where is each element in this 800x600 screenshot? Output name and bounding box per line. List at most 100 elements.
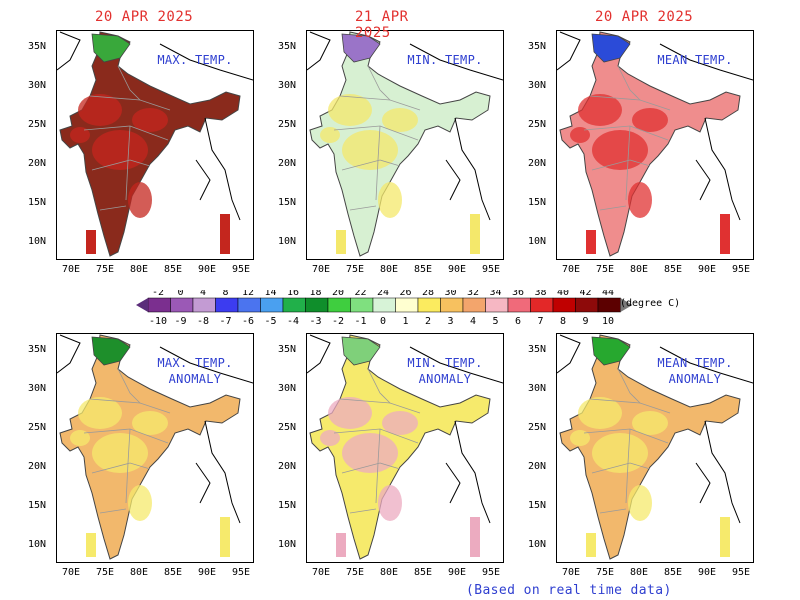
lat-tick: 15N	[528, 500, 547, 511]
lakshadweep-islands	[336, 533, 346, 557]
legend-bar: -2 0 4 8 12 14 16 18 20 22 24 26 28 30 32 34 36 38 40 42 44-…	[136, 290, 633, 327]
legend-swatch	[485, 297, 509, 313]
temperature-region	[92, 130, 148, 170]
legend-top-label: 8	[222, 290, 228, 298]
lon-tick: 70E	[62, 567, 81, 578]
state-boundary	[367, 65, 391, 101]
lon-tick: 90E	[448, 264, 467, 275]
legend-swatch	[372, 297, 396, 313]
lat-tick: 10N	[528, 539, 547, 550]
temperature-region	[578, 94, 622, 126]
legend-bottom-label: 3	[447, 316, 453, 327]
temperature-region	[328, 94, 372, 126]
legend-swatch	[552, 297, 576, 313]
andaman-islands	[720, 517, 730, 557]
lon-tick: 70E	[562, 264, 581, 275]
state-boundary	[341, 159, 401, 171]
temperature-region	[578, 397, 622, 429]
temperature-region	[70, 430, 90, 446]
panel-title-line: MEAN TEMP.	[657, 356, 733, 370]
lat-tick: 20N	[28, 158, 47, 169]
india-map	[57, 31, 253, 257]
panel-title-line: ANOMALY	[668, 372, 722, 386]
legend-bottom-label: -7	[219, 316, 231, 327]
legend-swatch	[282, 297, 306, 313]
lat-tick: 10N	[528, 236, 547, 247]
border-line	[454, 117, 491, 221]
legend-top-label: 40	[557, 290, 569, 298]
panel-date: 21 APR 2025	[355, 9, 409, 41]
lon-tick: 95E	[232, 264, 251, 275]
state-boundary	[591, 159, 651, 171]
lat-tick: 25N	[278, 422, 297, 433]
temperature-region	[382, 411, 418, 435]
northern-region	[341, 33, 381, 63]
state-boundary	[341, 462, 401, 474]
legend-bottom-label: 4	[470, 316, 476, 327]
temperature-region	[592, 130, 648, 170]
state-boundary	[99, 508, 127, 514]
border-line	[57, 334, 81, 374]
legend-swatch	[417, 297, 441, 313]
lon-tick: 70E	[62, 264, 81, 275]
legend-top-label: 4	[200, 290, 206, 298]
legend-swatch	[327, 297, 351, 313]
lakshadweep-islands	[336, 230, 346, 254]
legend-top-label: 0	[177, 290, 183, 298]
lat-tick: 35N	[278, 41, 297, 52]
state-boundary	[99, 205, 127, 211]
lon-tick: 95E	[482, 567, 501, 578]
andaman-islands	[470, 517, 480, 557]
legend-swatch	[305, 297, 329, 313]
legend-bottom-label: 7	[537, 316, 543, 327]
footnote: (Based on real time data)	[466, 583, 672, 598]
legend-bottom-label: -1	[354, 316, 366, 327]
border-line	[695, 462, 711, 504]
lon-tick: 85E	[414, 264, 433, 275]
lon-tick: 85E	[664, 264, 683, 275]
lon-tick: 95E	[232, 567, 251, 578]
temperature-region	[378, 182, 402, 218]
border-line	[307, 31, 331, 71]
state-boundary	[91, 159, 151, 171]
lon-tick: 85E	[414, 567, 433, 578]
border-line	[557, 31, 581, 71]
panel-title: MAX. TEMP.	[140, 52, 250, 68]
northern-region	[591, 33, 631, 63]
india-map	[557, 31, 753, 257]
legend-arrow-left	[136, 298, 148, 312]
temperature-region	[570, 430, 590, 446]
legend-swatch	[192, 297, 216, 313]
lat-tick: 20N	[528, 158, 547, 169]
map-panel-5: MIN. TEMP. ANOMALY 35N 30N 25N 20N 15N 10N 70E 75…	[250, 303, 504, 578]
lon-tick: 90E	[198, 264, 217, 275]
legend-bottom-label: 9	[582, 316, 588, 327]
andaman-islands	[220, 517, 230, 557]
legend-top-label: 12	[242, 290, 254, 298]
lat-tick: 10N	[278, 236, 297, 247]
lat-tick: 30N	[528, 80, 547, 91]
border-line	[409, 43, 503, 81]
legend-bottom-label: 5	[492, 316, 498, 327]
lat-tick: 20N	[528, 461, 547, 472]
legend-swatch	[237, 297, 261, 313]
lon-tick: 75E	[346, 264, 365, 275]
lat-tick: 15N	[28, 197, 47, 208]
temperature-region	[128, 485, 152, 521]
temperature-region	[78, 397, 122, 429]
border-line	[659, 346, 753, 384]
border-line	[204, 117, 241, 221]
state-boundary	[91, 462, 151, 474]
lat-tick: 10N	[28, 236, 47, 247]
legend-top-label: 16	[287, 290, 299, 298]
legend-top-label: 26	[399, 290, 411, 298]
legend-bottom-label: -9	[174, 316, 186, 327]
panel-date: 20 APR 2025	[595, 9, 694, 25]
border-line	[159, 43, 253, 81]
lon-tick: 90E	[698, 567, 717, 578]
border-line	[704, 420, 741, 524]
lakshadweep-islands	[586, 533, 596, 557]
panel-title: MIN. TEMP. ANOMALY	[390, 355, 500, 387]
lon-tick: 85E	[164, 264, 183, 275]
legend-bottom-label: 2	[425, 316, 431, 327]
